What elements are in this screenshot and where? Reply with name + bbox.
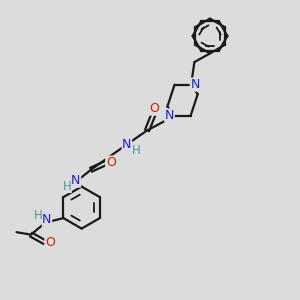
Text: O: O bbox=[45, 236, 55, 249]
Text: N: N bbox=[122, 137, 132, 151]
Text: H: H bbox=[62, 179, 71, 193]
Text: H: H bbox=[34, 208, 42, 222]
Text: H: H bbox=[131, 143, 140, 157]
Text: N: N bbox=[190, 78, 200, 91]
Text: O: O bbox=[106, 156, 116, 169]
Text: O: O bbox=[150, 102, 159, 115]
Text: N: N bbox=[165, 109, 174, 122]
Text: N: N bbox=[42, 213, 52, 226]
Text: N: N bbox=[71, 174, 81, 187]
